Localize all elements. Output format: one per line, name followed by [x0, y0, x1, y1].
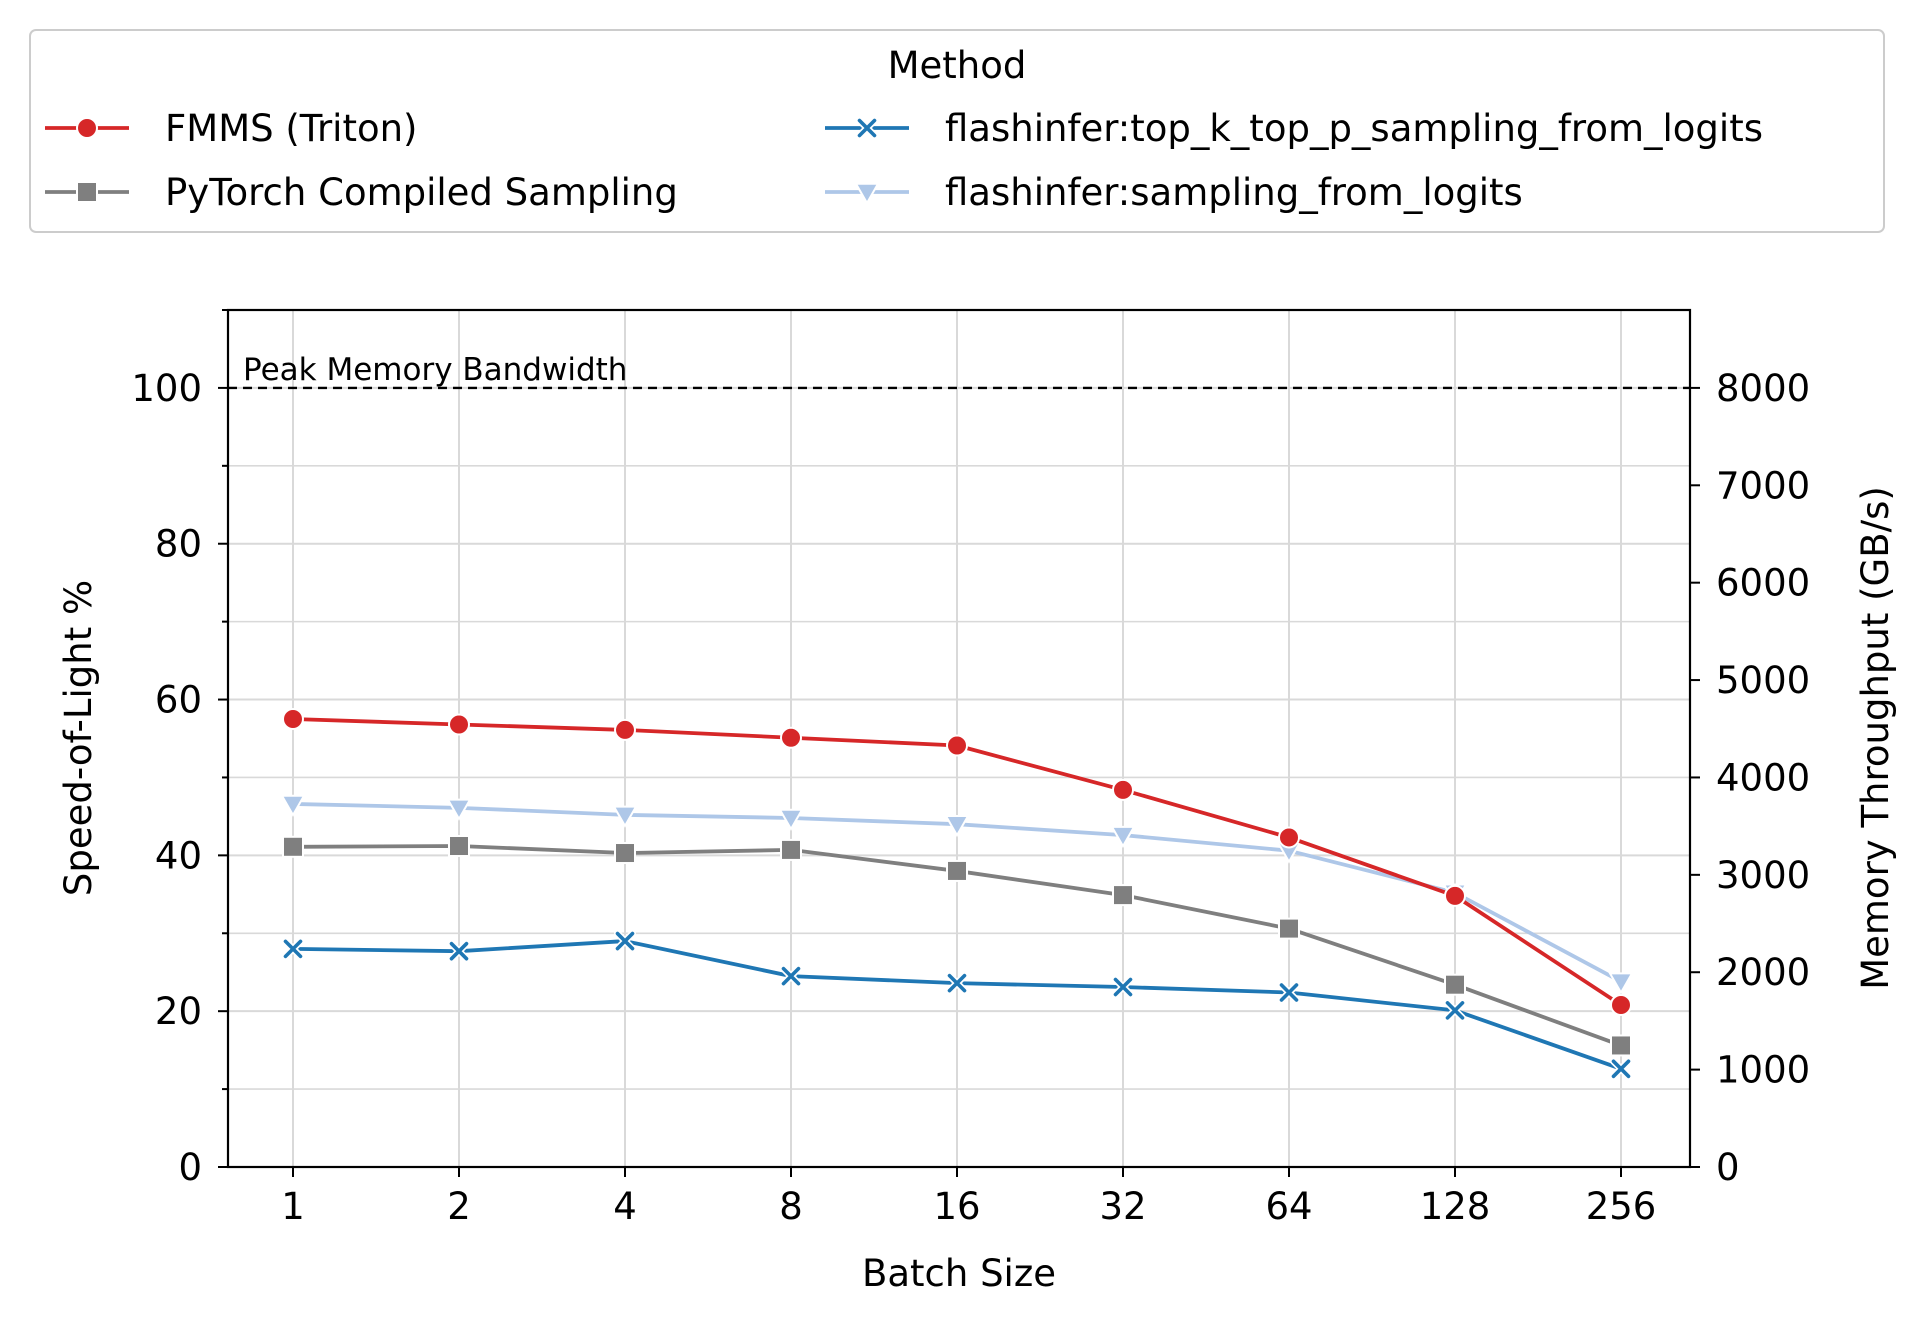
marker-x: [1611, 1059, 1631, 1079]
legend-label: FMMS (Triton): [165, 107, 418, 150]
y2-tick-label: 3000: [1716, 854, 1810, 897]
series-pytorch-compiled-sampling: [282, 835, 1632, 1057]
y-tick-label: 60: [155, 679, 202, 722]
marker-x: [283, 939, 303, 959]
data-point: [1278, 981, 1300, 1004]
data-point: [1278, 917, 1300, 940]
plot-frame: [226, 308, 1692, 1169]
legend-label: flashinfer:top_k_top_p_sampling_from_log…: [945, 107, 1763, 150]
x-tick-label: 16: [933, 1185, 980, 1228]
x-tick-label: 2: [447, 1185, 471, 1228]
data-point: [1610, 1057, 1632, 1080]
peak-bandwidth-label: Peak Memory Bandwidth: [243, 352, 627, 388]
y2-tick-label: 7000: [1716, 464, 1810, 507]
data-point: [614, 842, 636, 865]
data-point: [448, 835, 470, 858]
series-fmms-triton: [282, 708, 1632, 1016]
data-point: [1110, 825, 1136, 849]
y2-tick-label: 6000: [1716, 562, 1810, 605]
data-point: [282, 835, 304, 858]
marker-x: [947, 973, 967, 993]
y2-tick-label: 4000: [1716, 756, 1810, 799]
x-axis-title: Batch Size: [862, 1252, 1056, 1295]
legend-label: PyTorch Compiled Sampling: [165, 171, 678, 214]
x-tick-label: 8: [779, 1185, 803, 1228]
marker-x: [449, 941, 469, 961]
y-tick-label: 100: [131, 367, 202, 410]
data-point: [280, 794, 306, 817]
data-point: [614, 718, 636, 741]
legend-entry-flashinfer-sampling-from-logits: flashinfer:sampling_from_logits: [825, 171, 1523, 214]
legend-marker: [854, 182, 880, 206]
data-point: [778, 808, 804, 831]
y-tick-label: 20: [155, 990, 202, 1033]
y2-tick-label: 1000: [1716, 1049, 1810, 1092]
marker-x: [1445, 1001, 1465, 1020]
x-tick-label: 256: [1586, 1185, 1657, 1228]
x-tick-label: 128: [1420, 1185, 1491, 1228]
legend: Method FMMS (Triton) PyTorch Compiled Sam…: [29, 29, 1885, 233]
legend-frame: [29, 29, 1885, 233]
series-layer: [280, 708, 1634, 1080]
data-point: [1278, 826, 1300, 849]
legend-entry-pytorch-compiled-sampling: PyTorch Compiled Sampling: [45, 171, 678, 214]
data-point: [944, 814, 970, 838]
data-point: [1112, 778, 1134, 801]
data-point: [780, 726, 802, 749]
y2-tick-label: 8000: [1716, 367, 1810, 410]
y-tick-label: 0: [178, 1146, 202, 1189]
y2-tick-label: 5000: [1716, 659, 1810, 702]
data-point: [946, 972, 968, 995]
legend-label: flashinfer:sampling_from_logits: [945, 171, 1523, 214]
legend-marker: [856, 117, 878, 139]
data-point: [1610, 993, 1632, 1016]
x-tick-label: 64: [1265, 1185, 1312, 1228]
y-tick-label: 80: [155, 523, 202, 566]
legend-entry-fmms-triton: FMMS (Triton): [45, 107, 418, 150]
data-point: [1112, 976, 1134, 999]
data-point: [1610, 1034, 1632, 1057]
y2-tick-label: 0: [1716, 1146, 1740, 1189]
legend-entry-flashinfer-top-k-top-p-sampling-from-logits: flashinfer:top_k_top_p_sampling_from_log…: [825, 107, 1763, 150]
x-tick-label: 4: [613, 1185, 637, 1228]
legend-marker: [76, 181, 98, 203]
data-point: [282, 937, 304, 960]
data-point: [448, 713, 470, 736]
data-point: [946, 859, 968, 882]
series-flashinfer-top-k-top-p-sampling-from-logits: [282, 930, 1632, 1080]
data-point: [614, 930, 636, 953]
data-point: [1444, 999, 1466, 1022]
data-point: [1444, 884, 1466, 907]
y-axis-title: Speed-of-Light %: [57, 580, 100, 896]
marker-x: [615, 931, 635, 951]
data-point: [780, 965, 802, 988]
data-point: [282, 708, 304, 731]
y2-axis-title: Memory Throughput (GB/s): [1854, 486, 1897, 990]
marker-x: [1279, 983, 1299, 1002]
y2-tick-label: 2000: [1716, 951, 1810, 994]
data-point: [780, 838, 802, 861]
data-point: [1608, 972, 1634, 995]
marker-x: [857, 118, 877, 138]
marker-x: [781, 966, 801, 986]
data-point: [1444, 973, 1466, 996]
x-tick-label: 1: [281, 1185, 305, 1228]
data-point: [1112, 884, 1134, 907]
data-point: [448, 940, 470, 963]
legend-title: Method: [888, 44, 1027, 87]
y-tick-label: 40: [155, 834, 202, 877]
legend-marker: [76, 117, 98, 139]
marker-x: [1113, 977, 1133, 997]
data-point: [446, 798, 472, 821]
data-point: [946, 734, 968, 757]
x-tick-label: 32: [1099, 1185, 1146, 1228]
data-point: [612, 805, 638, 828]
